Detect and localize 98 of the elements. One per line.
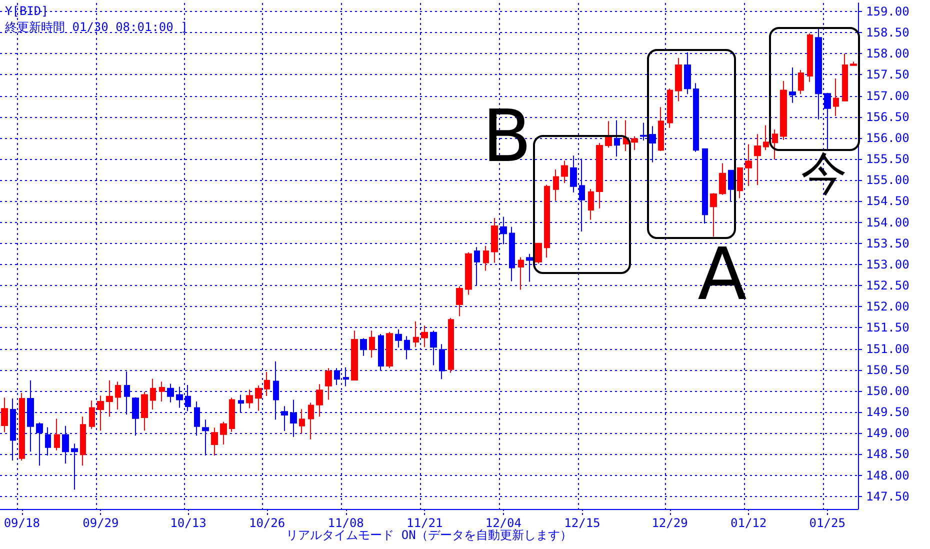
candlestick (421, 325, 428, 348)
y-tick-label: 150.50 (866, 362, 910, 377)
candlestick (106, 380, 113, 418)
y-tick-label: 158.50 (866, 26, 910, 40)
y-tick-label: 156.50 (866, 110, 910, 124)
candlestick (97, 395, 104, 432)
y-tick-label: 151.00 (866, 342, 910, 356)
candlestick (850, 61, 857, 66)
candlestick (710, 192, 717, 238)
candlestick (483, 245, 489, 272)
x-tick-label: 09/29 (82, 516, 119, 530)
candlestick (448, 317, 454, 374)
candlestick (588, 188, 594, 220)
candlestick (763, 124, 769, 151)
y-tick-label: 155.00 (866, 173, 910, 188)
candlestick (325, 368, 332, 400)
candlestick (798, 70, 804, 95)
candlestick (842, 53, 848, 102)
candlestick (719, 162, 726, 196)
candlestick (491, 218, 498, 264)
y-tick-label: 156.00 (866, 130, 910, 145)
candlestick (833, 78, 839, 117)
candlestick (553, 169, 559, 202)
y-tick-label: 155.50 (866, 152, 910, 166)
y-tick-label: 149.00 (866, 426, 910, 440)
y-tick-label: 154.00 (866, 215, 910, 230)
candlestick (745, 144, 752, 187)
candlestick (360, 338, 367, 356)
candlestick (737, 167, 743, 199)
candlestick (465, 252, 472, 296)
x-tick-label: 01/12 (730, 516, 767, 530)
candlestick (1, 397, 8, 433)
candlestick (229, 397, 235, 432)
x-tick-label: 11/21 (406, 516, 443, 530)
annotation: B (482, 94, 532, 178)
annotation: 今 (801, 146, 847, 200)
annotation: A (698, 232, 747, 316)
candlestick (386, 331, 393, 369)
y-tick-label: 159.00 (866, 4, 910, 18)
y-tick-label: 152.00 (866, 300, 910, 314)
candlestick (19, 392, 25, 462)
x-tick-label: 10/26 (248, 516, 286, 530)
candlestick (596, 142, 603, 209)
candlestick (518, 256, 524, 290)
y-tick-label: 150.00 (866, 384, 910, 398)
candlestick (623, 120, 629, 152)
x-tick-label: 01/25 (809, 516, 846, 530)
y-tick-label: 147.50 (866, 489, 910, 504)
text: リアルタイムモード ON（データを自動更新します） (286, 528, 572, 542)
candlestick (544, 184, 550, 258)
candlestick (115, 381, 121, 410)
candlestick (211, 427, 218, 456)
candlestick (264, 371, 270, 396)
candlestick (80, 416, 86, 466)
candlestick (456, 286, 463, 317)
candlestick (631, 136, 638, 151)
x-tick-label: 10/13 (170, 516, 206, 530)
candlestick (605, 120, 612, 148)
candlestick (754, 134, 761, 186)
candlestick (246, 389, 253, 409)
x-tick-label: 12/29 (652, 516, 688, 530)
candlestick (89, 400, 95, 430)
y-tick-label: 148.00 (866, 468, 910, 482)
candlestick (255, 384, 262, 412)
candlestick (561, 160, 568, 184)
candlestick (675, 57, 682, 102)
y-tick-label: 158.00 (866, 46, 910, 61)
x-tick-label: 12/04 (485, 516, 522, 530)
candlestick (308, 402, 314, 440)
x-tick-label: 12/15 (564, 516, 600, 530)
candlestick (299, 408, 305, 434)
y-tick-label: 157.00 (866, 88, 910, 103)
candlestick (159, 381, 165, 402)
candlestick (535, 242, 542, 264)
candlestick (413, 320, 419, 348)
y-tick-label: 152.50 (866, 278, 910, 293)
candlestick (369, 330, 375, 358)
y-tick-label: 154.50 (866, 194, 910, 208)
candlestick (316, 384, 323, 418)
candlestick (220, 421, 227, 445)
candlestick (351, 330, 358, 380)
x-tick-label: 11/08 (328, 516, 364, 530)
candlestick (150, 378, 156, 410)
candlestick (667, 88, 673, 128)
candlestick (54, 418, 60, 451)
candlestick (780, 80, 787, 141)
x-tick-label: 09/18 (4, 516, 40, 530)
y-tick-label: 157.50 (866, 68, 910, 82)
y-tick-label: 149.50 (866, 405, 910, 420)
candlestick (395, 328, 402, 348)
y-tick-label: 151.50 (866, 320, 910, 335)
candlestick (141, 391, 148, 432)
y-tick-label: 148.50 (866, 447, 910, 462)
candlestick (807, 32, 813, 82)
y-tick-label: 153.00 (866, 257, 910, 272)
y-tick-label: 153.50 (866, 236, 910, 250)
candlestick (772, 129, 778, 160)
candlestick (658, 106, 664, 152)
